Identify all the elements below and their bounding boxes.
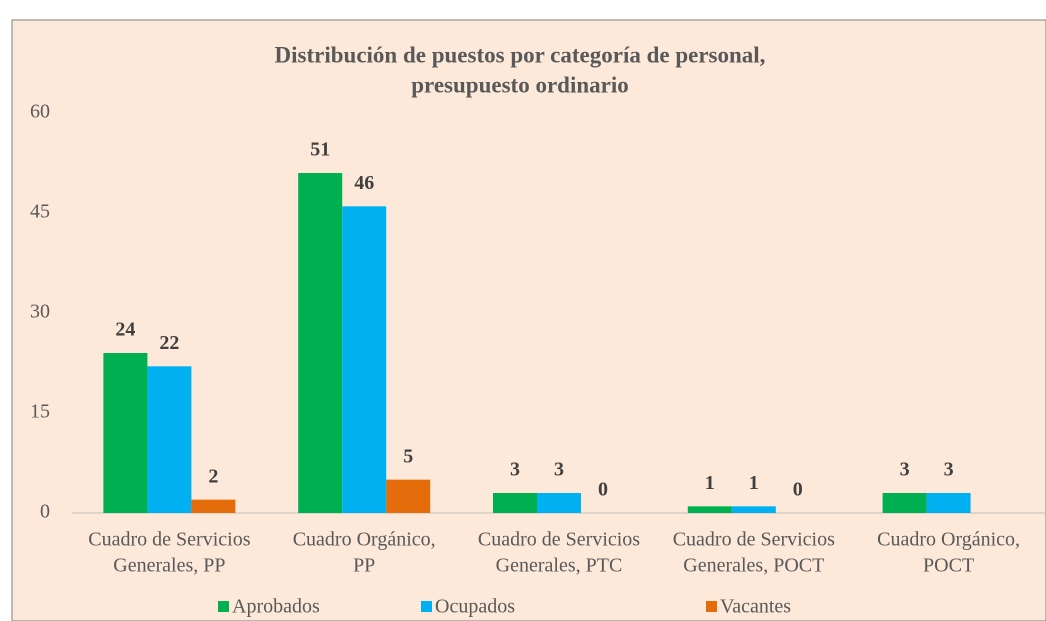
bar	[103, 353, 148, 513]
value-label: 2	[208, 465, 218, 487]
bar	[342, 206, 387, 514]
bar	[882, 493, 927, 513]
x-tick-label: PP	[353, 555, 375, 577]
bar	[537, 493, 581, 513]
y-tick-label: 45	[30, 201, 50, 223]
y-tick-label: 60	[30, 101, 50, 123]
value-label: 0	[793, 479, 803, 501]
y-tick-label: 30	[30, 301, 50, 323]
bar	[147, 366, 192, 513]
legend-label: Ocupados	[435, 596, 515, 618]
value-label: 3	[510, 459, 520, 481]
x-tick-label: POCT	[923, 555, 974, 577]
value-label: 51	[310, 139, 330, 161]
chart-title: Distribución de puestos por categoría de…	[275, 42, 766, 67]
value-label: 22	[159, 332, 179, 354]
value-label: 0	[598, 479, 608, 501]
legend-swatch	[218, 601, 229, 612]
x-tick-label: Cuadro de Servicios	[478, 529, 640, 551]
x-tick-label: Cuadro Orgánico,	[877, 529, 1020, 551]
value-label: 1	[749, 472, 759, 494]
legend-label: Aprobados	[232, 596, 320, 618]
chart-title: presupuesto ordinario	[411, 72, 628, 97]
bar	[687, 506, 732, 513]
x-tick-label: Generales, POCT	[683, 555, 824, 577]
value-label: 1	[705, 472, 715, 494]
value-label: 3	[554, 459, 564, 481]
x-tick-label: Cuadro de Servicios	[88, 529, 250, 551]
value-label: 3	[900, 459, 910, 481]
x-tick-label: Cuadro de Servicios	[673, 529, 835, 551]
x-tick-label: Generales, PP	[113, 555, 225, 577]
bar	[731, 506, 776, 513]
y-tick-label: 0	[40, 501, 50, 523]
x-tick-label: Generales, PTC	[496, 555, 623, 577]
legend-swatch	[421, 601, 432, 612]
bar	[191, 499, 236, 513]
value-label: 5	[403, 445, 413, 467]
value-label: 46	[354, 172, 374, 194]
value-label: 24	[115, 319, 135, 341]
x-tick-label: Cuadro Orgánico,	[293, 529, 436, 551]
bar	[493, 493, 537, 513]
bar	[386, 479, 431, 513]
legend-swatch	[706, 601, 717, 612]
bar	[926, 493, 971, 513]
y-tick-label: 15	[30, 401, 50, 423]
bar	[298, 173, 343, 513]
legend-label: Vacantes	[720, 596, 791, 618]
value-label: 3	[944, 459, 954, 481]
chart-frame	[11, 19, 1046, 621]
